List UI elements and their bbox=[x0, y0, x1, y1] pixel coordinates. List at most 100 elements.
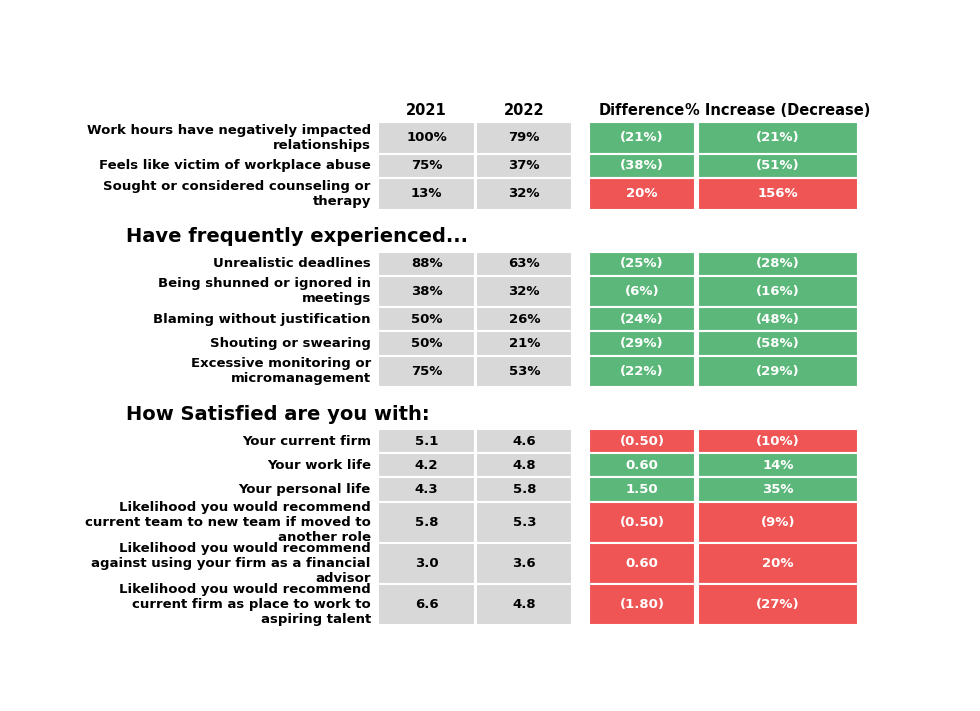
Bar bbox=[589, 429, 695, 454]
Text: (29%): (29%) bbox=[620, 337, 663, 350]
Text: % Increase (Decrease): % Increase (Decrease) bbox=[685, 103, 870, 118]
Text: (58%): (58%) bbox=[757, 337, 800, 350]
Text: 0.60: 0.60 bbox=[625, 459, 659, 472]
Bar bbox=[378, 122, 475, 154]
Bar bbox=[589, 542, 695, 584]
Bar bbox=[378, 501, 475, 542]
Bar bbox=[698, 252, 858, 276]
Text: (48%): (48%) bbox=[756, 313, 800, 326]
Bar bbox=[378, 276, 475, 307]
Bar bbox=[698, 454, 858, 477]
Bar bbox=[589, 307, 695, 331]
Text: 4.3: 4.3 bbox=[415, 483, 438, 496]
Bar bbox=[698, 501, 858, 542]
Text: 5.8: 5.8 bbox=[513, 483, 536, 496]
Text: Blaming without justification: Blaming without justification bbox=[153, 313, 370, 326]
Bar bbox=[589, 154, 695, 178]
Bar bbox=[698, 429, 858, 454]
Bar bbox=[698, 178, 858, 210]
Bar bbox=[698, 122, 858, 154]
Bar bbox=[698, 331, 858, 356]
Text: (27%): (27%) bbox=[757, 598, 800, 611]
Text: (9%): (9%) bbox=[760, 515, 795, 528]
Text: Feels like victim of workplace abuse: Feels like victim of workplace abuse bbox=[99, 159, 370, 172]
Text: Difference: Difference bbox=[599, 103, 685, 118]
Text: 75%: 75% bbox=[411, 365, 442, 378]
Text: 2022: 2022 bbox=[504, 103, 545, 118]
Text: 88%: 88% bbox=[411, 257, 443, 270]
Text: (22%): (22%) bbox=[620, 365, 663, 378]
Bar bbox=[378, 454, 475, 477]
Text: 50%: 50% bbox=[411, 313, 442, 326]
Bar bbox=[476, 331, 572, 356]
Text: (38%): (38%) bbox=[620, 159, 663, 172]
Text: 6.6: 6.6 bbox=[415, 598, 438, 611]
Text: 156%: 156% bbox=[758, 187, 799, 201]
Text: 0.60: 0.60 bbox=[625, 557, 659, 570]
Bar bbox=[476, 542, 572, 584]
Bar bbox=[589, 454, 695, 477]
Bar bbox=[589, 501, 695, 542]
Text: (10%): (10%) bbox=[757, 435, 800, 448]
Bar bbox=[589, 356, 695, 387]
Bar bbox=[476, 429, 572, 454]
Bar bbox=[698, 584, 858, 625]
Text: (1.80): (1.80) bbox=[619, 598, 664, 611]
Text: Being shunned or ignored in
meetings: Being shunned or ignored in meetings bbox=[158, 277, 370, 306]
Text: (6%): (6%) bbox=[624, 285, 660, 298]
Bar bbox=[698, 542, 858, 584]
Bar bbox=[476, 307, 572, 331]
Text: 4.8: 4.8 bbox=[513, 459, 536, 472]
Bar bbox=[378, 429, 475, 454]
Bar bbox=[476, 276, 572, 307]
Text: 32%: 32% bbox=[509, 285, 540, 298]
Text: (28%): (28%) bbox=[757, 257, 800, 270]
Bar bbox=[476, 356, 572, 387]
Text: (29%): (29%) bbox=[757, 365, 800, 378]
Bar bbox=[378, 252, 475, 276]
Text: (21%): (21%) bbox=[620, 132, 663, 144]
Text: Have frequently experienced...: Have frequently experienced... bbox=[126, 227, 468, 246]
Text: 53%: 53% bbox=[509, 365, 540, 378]
Bar bbox=[378, 307, 475, 331]
Bar bbox=[589, 276, 695, 307]
Text: 32%: 32% bbox=[509, 187, 540, 201]
Text: 2021: 2021 bbox=[407, 103, 447, 118]
Bar bbox=[698, 356, 858, 387]
Bar bbox=[476, 454, 572, 477]
Text: Your personal life: Your personal life bbox=[238, 483, 370, 496]
Text: Likelihood you would recommend
current team to new team if moved to
another role: Likelihood you would recommend current t… bbox=[85, 501, 370, 543]
Bar bbox=[698, 477, 858, 501]
Text: (24%): (24%) bbox=[620, 313, 663, 326]
Text: 37%: 37% bbox=[509, 159, 540, 172]
Bar bbox=[698, 307, 858, 331]
Text: 35%: 35% bbox=[762, 483, 794, 496]
Text: Excessive monitoring or
micromanagement: Excessive monitoring or micromanagement bbox=[190, 358, 370, 385]
Text: How Satisfied are you with:: How Satisfied are you with: bbox=[126, 405, 430, 424]
Bar bbox=[589, 584, 695, 625]
Text: 100%: 100% bbox=[407, 132, 447, 144]
Text: (21%): (21%) bbox=[757, 132, 800, 144]
Text: 79%: 79% bbox=[509, 132, 540, 144]
Bar bbox=[378, 542, 475, 584]
Text: Work hours have negatively impacted
relationships: Work hours have negatively impacted rela… bbox=[87, 124, 370, 152]
Text: Likelihood you would recommend
against using your firm as a financial
advisor: Likelihood you would recommend against u… bbox=[91, 542, 370, 584]
Bar bbox=[476, 252, 572, 276]
Text: 38%: 38% bbox=[411, 285, 443, 298]
Text: 63%: 63% bbox=[509, 257, 540, 270]
Bar bbox=[476, 501, 572, 542]
Text: 13%: 13% bbox=[411, 187, 442, 201]
Text: (25%): (25%) bbox=[620, 257, 663, 270]
Bar bbox=[476, 584, 572, 625]
Bar bbox=[589, 252, 695, 276]
Text: 4.8: 4.8 bbox=[513, 598, 536, 611]
Bar bbox=[476, 178, 572, 210]
Text: 75%: 75% bbox=[411, 159, 442, 172]
Bar bbox=[378, 584, 475, 625]
Text: 20%: 20% bbox=[626, 187, 658, 201]
Text: Your work life: Your work life bbox=[267, 459, 370, 472]
Text: 20%: 20% bbox=[762, 557, 794, 570]
Bar bbox=[378, 178, 475, 210]
Text: (51%): (51%) bbox=[757, 159, 800, 172]
Text: 4.6: 4.6 bbox=[513, 435, 536, 448]
